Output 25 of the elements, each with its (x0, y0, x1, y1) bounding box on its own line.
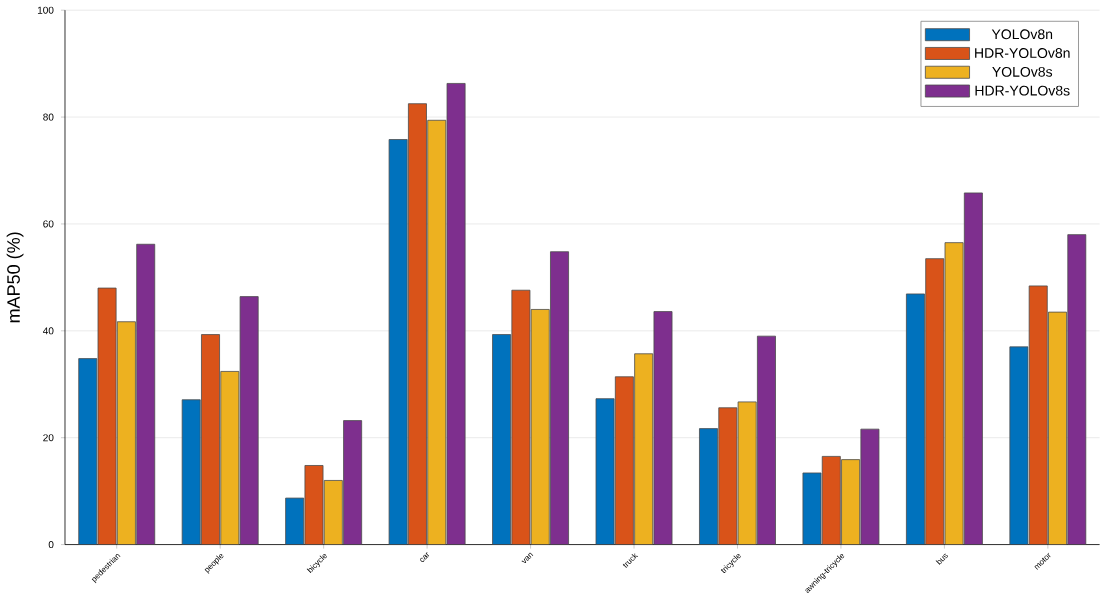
bar (699, 428, 718, 545)
bar (1048, 311, 1067, 545)
bar (737, 401, 757, 545)
bar (905, 293, 925, 545)
bar (116, 321, 136, 545)
bar (1067, 234, 1087, 545)
bar (841, 459, 861, 545)
bar (343, 420, 363, 545)
y-axis-title: mAP50 (%) (6, 232, 24, 323)
bar (285, 497, 305, 545)
bar (427, 120, 447, 545)
bar (530, 309, 550, 545)
bar (634, 353, 654, 545)
bar (388, 139, 408, 545)
bar (239, 296, 259, 545)
bar (136, 244, 156, 545)
bar (757, 335, 776, 545)
bar (550, 251, 569, 545)
bar (323, 480, 343, 545)
bar (78, 358, 98, 545)
bar (492, 334, 512, 545)
bar (1009, 346, 1029, 545)
bar (963, 192, 983, 545)
bar (220, 371, 240, 545)
bar (181, 399, 201, 545)
